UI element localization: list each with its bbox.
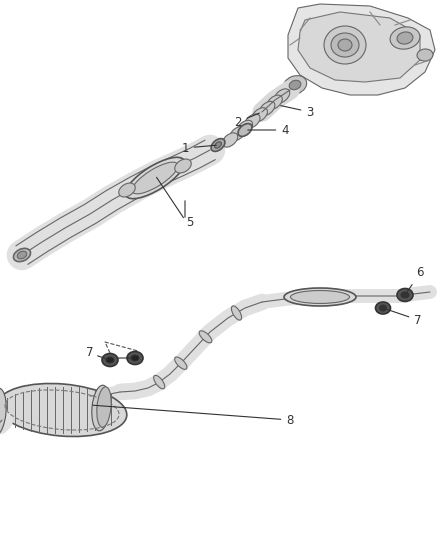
- Ellipse shape: [331, 33, 359, 57]
- Ellipse shape: [222, 133, 238, 147]
- Ellipse shape: [199, 331, 212, 343]
- Ellipse shape: [244, 114, 260, 128]
- Ellipse shape: [390, 27, 420, 49]
- Polygon shape: [298, 12, 420, 82]
- Ellipse shape: [397, 32, 413, 44]
- Ellipse shape: [259, 101, 275, 116]
- Text: 4: 4: [248, 124, 289, 136]
- Ellipse shape: [215, 142, 222, 148]
- Ellipse shape: [231, 306, 241, 320]
- Ellipse shape: [106, 357, 114, 363]
- Ellipse shape: [379, 305, 386, 311]
- Text: 1: 1: [181, 141, 216, 155]
- Ellipse shape: [175, 357, 187, 369]
- Ellipse shape: [417, 49, 433, 61]
- Text: 6: 6: [406, 266, 424, 293]
- Ellipse shape: [289, 80, 301, 90]
- Ellipse shape: [127, 351, 143, 365]
- Text: 2: 2: [234, 113, 259, 128]
- Ellipse shape: [237, 120, 253, 135]
- Ellipse shape: [131, 355, 139, 361]
- Ellipse shape: [97, 387, 111, 427]
- Ellipse shape: [397, 288, 413, 302]
- Ellipse shape: [154, 375, 165, 389]
- Ellipse shape: [102, 353, 118, 367]
- Ellipse shape: [238, 124, 252, 136]
- Ellipse shape: [375, 302, 391, 314]
- Ellipse shape: [267, 95, 283, 109]
- Text: 3: 3: [281, 106, 314, 118]
- Ellipse shape: [252, 108, 268, 122]
- Ellipse shape: [125, 157, 184, 199]
- Ellipse shape: [338, 39, 352, 51]
- Ellipse shape: [283, 76, 307, 94]
- Ellipse shape: [17, 251, 27, 259]
- Text: 5: 5: [186, 216, 194, 230]
- Ellipse shape: [119, 183, 135, 197]
- Ellipse shape: [230, 126, 245, 141]
- Ellipse shape: [14, 248, 31, 262]
- Text: 8: 8: [93, 405, 294, 426]
- Ellipse shape: [0, 388, 6, 436]
- Ellipse shape: [132, 162, 178, 194]
- Text: 7: 7: [385, 309, 422, 327]
- Ellipse shape: [92, 385, 110, 431]
- Ellipse shape: [0, 383, 127, 437]
- Ellipse shape: [274, 89, 290, 103]
- Ellipse shape: [175, 159, 191, 173]
- Polygon shape: [288, 4, 435, 95]
- Ellipse shape: [401, 292, 409, 298]
- Ellipse shape: [290, 290, 350, 303]
- Ellipse shape: [284, 288, 356, 306]
- Text: 7: 7: [86, 345, 94, 359]
- Ellipse shape: [324, 26, 366, 64]
- Ellipse shape: [211, 139, 225, 151]
